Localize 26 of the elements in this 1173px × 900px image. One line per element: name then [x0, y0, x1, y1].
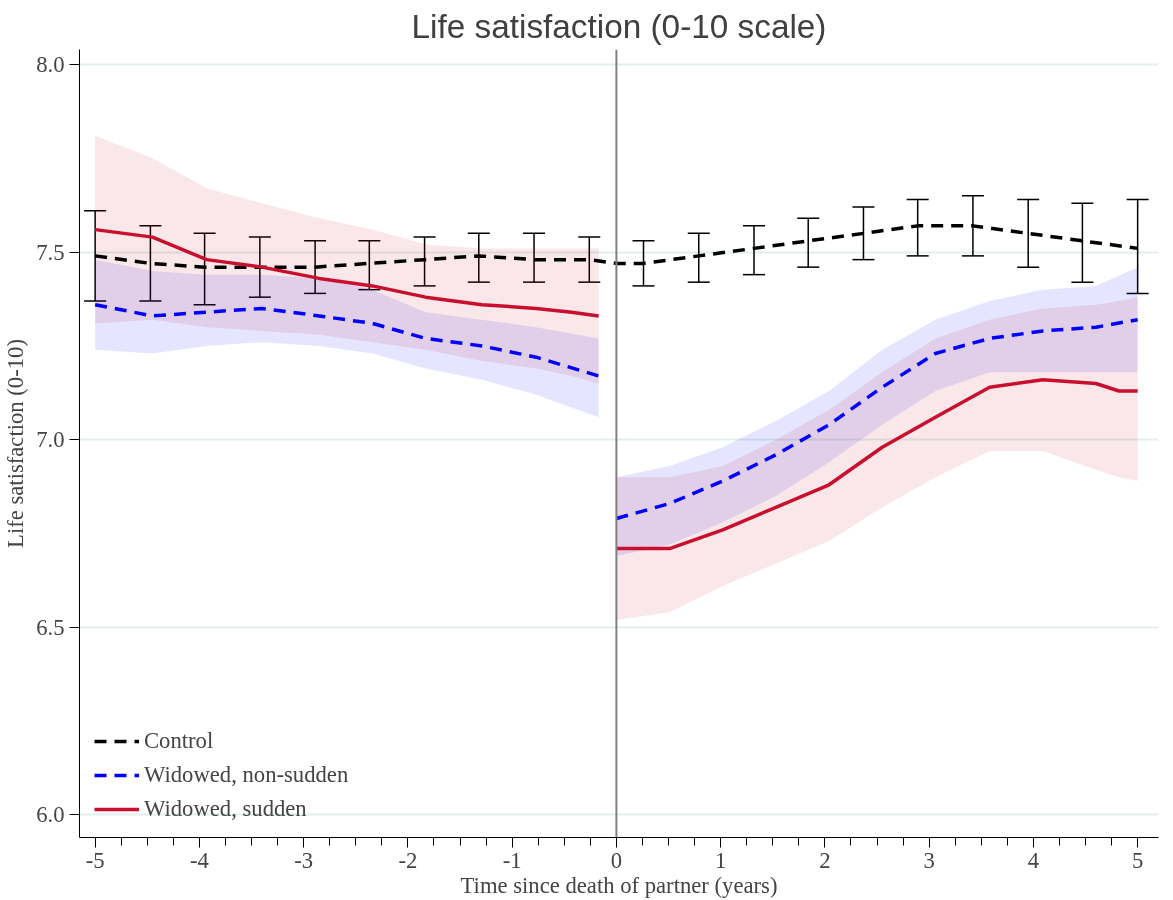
y-tick-label: 6.5	[36, 614, 65, 640]
line-series	[614, 317, 1140, 521]
x-tick-label: 5	[1131, 847, 1144, 873]
y-tick-label: 8.0	[36, 52, 65, 78]
y-tick-label: 7.5	[36, 239, 65, 265]
legend-label: Widowed, sudden	[144, 796, 307, 822]
y-tick-label: 7.0	[36, 427, 65, 453]
x-tick-label: -3	[294, 847, 314, 873]
line-series	[93, 302, 601, 378]
x-tick-label: 1	[714, 847, 727, 873]
legend-label: Control	[144, 728, 214, 754]
x-tick-label: -1	[502, 847, 522, 873]
chart-title: Life satisfaction (0-10 scale)	[411, 7, 827, 45]
line-series	[93, 227, 601, 318]
x-tick-label: 2	[819, 847, 831, 873]
legend-label: Widowed, non-sudden	[144, 762, 349, 788]
x-axis-title: Time since death of partner (years)	[460, 872, 778, 898]
x-tick-label: -4	[189, 847, 209, 873]
x-tick-label: -5	[85, 847, 105, 873]
x-tick-label: 3	[923, 847, 935, 873]
y-axis-title: Life satisfaction (0-10)	[3, 339, 29, 548]
x-tick-label: -2	[398, 847, 418, 873]
x-tick-label: 0	[610, 847, 623, 873]
line-series	[614, 377, 1140, 551]
y-tick-label: 6.0	[36, 802, 65, 828]
x-tick-label: 4	[1027, 847, 1040, 873]
